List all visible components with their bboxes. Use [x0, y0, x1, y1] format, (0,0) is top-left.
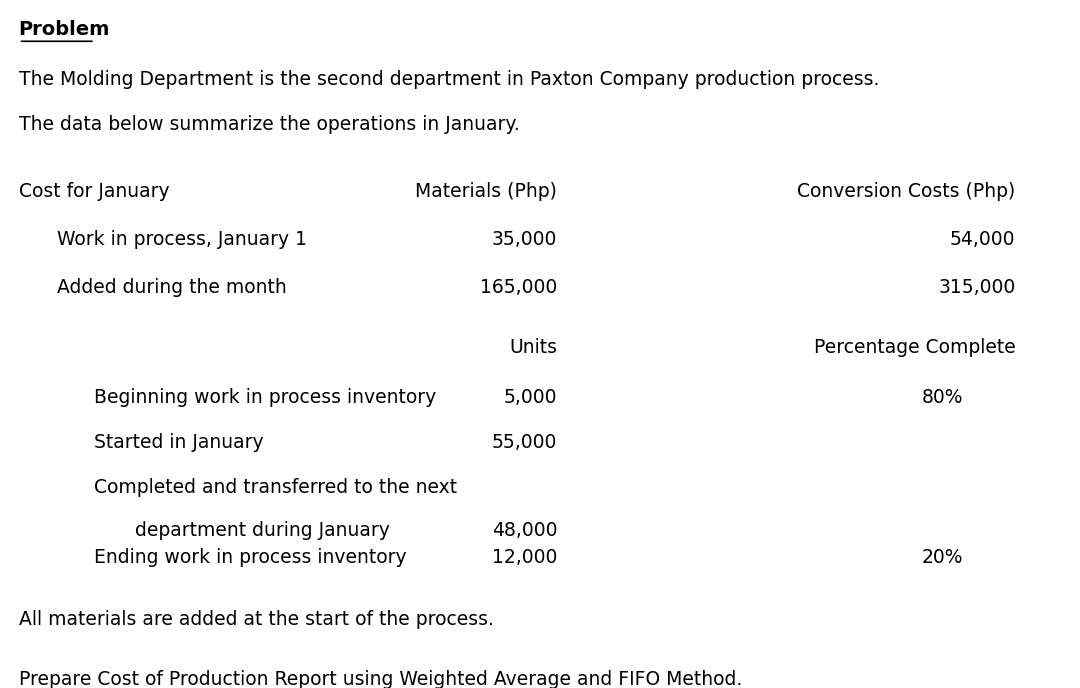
Text: 315,000: 315,000	[939, 278, 1015, 297]
Text: 48,000: 48,000	[491, 522, 557, 540]
Text: Conversion Costs (Php): Conversion Costs (Php)	[797, 182, 1015, 201]
Text: 80%: 80%	[921, 387, 963, 407]
Text: Added during the month: Added during the month	[57, 278, 287, 297]
Text: 54,000: 54,000	[950, 230, 1015, 248]
Text: Units: Units	[510, 338, 557, 356]
Text: 12,000: 12,000	[491, 548, 557, 567]
Text: 55,000: 55,000	[491, 433, 557, 452]
Text: Cost for January: Cost for January	[18, 182, 170, 201]
Text: department during January: department during January	[135, 522, 390, 540]
Text: Problem: Problem	[18, 20, 110, 39]
Text: Completed and transferred to the next: Completed and transferred to the next	[94, 478, 457, 497]
Text: 20%: 20%	[921, 548, 963, 567]
Text: Percentage Complete: Percentage Complete	[813, 338, 1015, 356]
Text: Work in process, January 1: Work in process, January 1	[57, 230, 308, 248]
Text: Prepare Cost of Production Report using Weighted Average and FIFO Method.: Prepare Cost of Production Report using …	[18, 670, 742, 688]
Text: The data below summarize the operations in January.: The data below summarize the operations …	[18, 115, 519, 134]
Text: 165,000: 165,000	[480, 278, 557, 297]
Text: Beginning work in process inventory: Beginning work in process inventory	[94, 387, 436, 407]
Text: 5,000: 5,000	[503, 387, 557, 407]
Text: 35,000: 35,000	[491, 230, 557, 248]
Text: All materials are added at the start of the process.: All materials are added at the start of …	[18, 610, 494, 629]
Text: Started in January: Started in January	[94, 433, 264, 452]
Text: Ending work in process inventory: Ending work in process inventory	[94, 548, 406, 567]
Text: The Molding Department is the second department in Paxton Company production pro: The Molding Department is the second dep…	[18, 70, 879, 89]
Text: Materials (Php): Materials (Php)	[416, 182, 557, 201]
